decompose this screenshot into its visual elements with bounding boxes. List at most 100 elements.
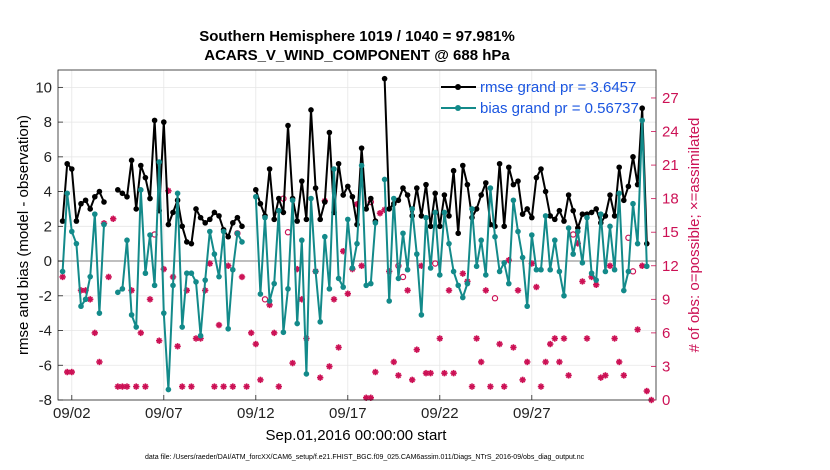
rmse-point [69,166,75,172]
y-axis-left-label: rmse and bias (model - observation) [15,115,32,355]
bias-point [391,195,397,202]
obs-assimilated-point [547,340,554,348]
obs-assimilated-point [376,209,384,217]
bias-point [234,230,241,237]
bias-point [584,214,590,221]
obs-assimilated-point [344,290,351,297]
obs-assimilated-point [533,283,540,291]
bias-point [128,312,135,318]
obs-assimilated-stroke [64,369,71,375]
bias-point [253,193,259,200]
rmse-point [193,206,199,212]
rmse-point [230,220,236,226]
obs-assimilated-point [220,383,227,390]
obs-assimilated-point [105,273,112,281]
bias-point [437,272,443,278]
obs-assimilated-point [123,383,131,390]
obs-assimilated-stroke [556,359,563,365]
obs-assimilated-point [519,376,526,384]
bias-point [138,187,144,193]
obs-assimilated-stroke [248,330,255,336]
rmse-point [179,223,185,230]
obs-assimilated-point [252,340,259,348]
bias-point [73,240,80,247]
bias-point [570,251,576,257]
y-right-tick-label: 3 [662,358,670,375]
bias-point [276,207,282,214]
obs-assimilated-stroke [446,287,452,294]
obs-assimilated-stroke [496,341,503,347]
rmse-point [165,221,172,228]
y-right-tick-label: 24 [662,124,679,141]
rmse-point [607,192,613,198]
bias-point [335,275,342,282]
rmse-point [478,192,485,198]
obs-assimilated-stroke [639,262,646,269]
obs-assimilated-stroke [133,383,140,390]
obs-assimilated-point [450,369,457,377]
y-left-tick-label: 10 [35,79,52,96]
obs-assimilated-point [565,372,572,379]
obs-assimilated-point [229,383,236,390]
obs-assimilated-stroke [551,335,558,342]
bias-point [542,213,549,219]
bias-point [478,237,485,244]
rmse-point [266,166,273,172]
bias-point [588,270,595,277]
y-right-tick-label: 12 [662,258,679,275]
obs-assimilated-point [510,344,517,351]
obs-assimilated-stroke [584,335,590,342]
bias-point [216,273,222,280]
bias-point [455,282,462,289]
rmse-point [437,223,443,230]
rmse-point [271,216,278,223]
bias-point [119,286,126,292]
x-tick-label: 09/07 [145,405,183,422]
rmse-point [381,75,388,82]
bias-point [331,166,337,172]
bias-point [294,320,301,327]
rmse-point [303,216,310,223]
bias-point [197,332,204,339]
obs-assimilated-point [110,215,117,222]
bias-point [579,259,586,266]
rmse-point [386,206,393,212]
rmse-point [621,197,627,204]
obs-assimilated-stroke [423,370,429,376]
obs-assimilated-stroke [335,344,342,351]
rmse-point [133,206,139,212]
rmse-point [496,160,503,167]
legend-rmse-marker [455,84,461,90]
obs-assimilated-point [137,329,144,337]
obs-assimilated-point [243,383,250,390]
obs-assimilated-stroke [252,341,259,347]
obs-assimilated-stroke [59,274,66,280]
obs-assimilated-stroke [367,394,374,401]
bias-point [473,263,480,270]
bias-point [96,310,103,316]
obs-assimilated-stroke [96,359,103,365]
obs-assimilated-point [427,369,434,377]
bias-point [257,291,264,297]
legend-bias-marker [455,105,461,111]
bias-point [547,266,553,273]
obs-assimilated-stroke [114,383,121,390]
obs-assimilated-point [482,287,489,294]
bias-point [565,225,572,231]
bias-point [381,176,388,183]
bias-point [501,259,508,266]
bias-point [151,282,158,289]
bias-point [607,223,613,230]
rmse-point [225,233,231,240]
bias-point [124,237,130,244]
rmse-point [427,223,434,230]
bias-point [418,312,425,318]
obs-assimilated-stroke [289,360,296,366]
obs-assimilated-point [275,383,282,390]
y-right-tick-label: 0 [662,392,670,409]
obs-assimilated-point [248,329,255,337]
obs-assimilated-point [583,335,591,342]
rmse-line [383,78,648,244]
rmse-point [96,188,103,195]
